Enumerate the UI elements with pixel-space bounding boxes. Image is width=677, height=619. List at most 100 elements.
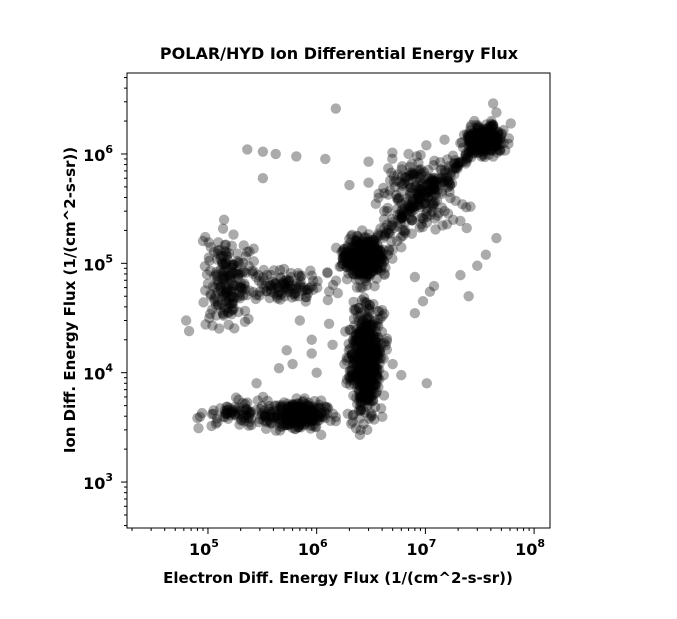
data-point (254, 290, 265, 301)
data-point (358, 351, 369, 363)
data-point (354, 252, 366, 263)
data-point (202, 278, 214, 289)
data-point (364, 328, 376, 340)
data-point (200, 231, 211, 243)
data-point (369, 366, 380, 378)
data-point (362, 388, 374, 399)
data-point (222, 307, 233, 318)
data-point (422, 187, 433, 198)
data-point (282, 277, 294, 289)
data-point (320, 412, 331, 424)
data-point (415, 149, 426, 161)
data-point (396, 186, 407, 197)
data-point (298, 282, 310, 293)
data-point (364, 413, 375, 424)
data-point (322, 294, 334, 306)
data-point (219, 411, 231, 423)
x-axis: 105 106 107 108 (131, 528, 545, 559)
data-point (242, 144, 253, 155)
data-point (293, 421, 304, 433)
data-point (265, 283, 276, 295)
data-point (297, 408, 308, 419)
data-point (417, 296, 429, 307)
data-point (363, 249, 374, 261)
data-point (281, 404, 292, 415)
data-point (473, 124, 485, 136)
data-point (376, 352, 387, 364)
data-point (302, 413, 314, 424)
data-point (366, 371, 377, 383)
data-point (364, 350, 375, 362)
data-point (270, 400, 282, 411)
data-point (352, 248, 363, 259)
data-point (369, 352, 380, 363)
data-point (488, 139, 499, 150)
data-point (492, 127, 504, 138)
data-point (217, 267, 228, 278)
data-point (300, 410, 311, 422)
data-point (338, 244, 349, 255)
data-point (241, 289, 252, 301)
data-point (490, 137, 502, 149)
data-point (357, 249, 368, 260)
data-point (405, 203, 416, 215)
data-point (279, 279, 290, 290)
data-point (499, 145, 511, 156)
data-point (346, 364, 358, 376)
data-point (363, 355, 375, 366)
data-point (480, 130, 491, 142)
data-point (362, 389, 374, 400)
data-point (260, 285, 272, 297)
data-point (360, 345, 371, 356)
data-point (362, 355, 374, 367)
data-point (464, 134, 475, 146)
data-point (357, 266, 368, 278)
data-point (367, 368, 378, 380)
data-point (205, 308, 216, 320)
data-point (358, 250, 369, 261)
data-point (405, 182, 417, 194)
data-point (289, 287, 301, 299)
data-point (234, 257, 245, 269)
data-point (346, 256, 357, 267)
data-point (237, 267, 248, 278)
data-point (360, 251, 372, 262)
data-point (355, 243, 367, 255)
data-point (372, 317, 383, 329)
data-point (268, 265, 280, 276)
data-point (359, 254, 370, 266)
data-point (349, 247, 361, 258)
data-point (344, 252, 355, 264)
data-point (364, 252, 376, 264)
data-point (371, 347, 382, 358)
data-point (493, 140, 504, 151)
data-point (354, 265, 365, 277)
data-point (278, 263, 290, 275)
data-point (374, 249, 385, 261)
data-point (362, 251, 373, 263)
data-point (341, 247, 353, 258)
data-point (357, 245, 369, 257)
data-point (444, 178, 455, 189)
data-point (285, 271, 297, 283)
data-point (347, 416, 358, 428)
data-point (366, 265, 377, 277)
data-point (282, 398, 293, 409)
data-point (289, 288, 301, 299)
data-point (275, 289, 287, 300)
data-point (505, 118, 516, 129)
data-point (361, 258, 372, 270)
data-point (248, 266, 259, 277)
data-point (359, 351, 370, 362)
data-point (232, 292, 243, 303)
data-point (306, 270, 318, 281)
data-point (359, 347, 371, 358)
data-point (230, 408, 241, 419)
data-point (350, 329, 362, 340)
data-point (312, 409, 324, 421)
data-point (366, 353, 377, 365)
data-point (337, 255, 349, 266)
data-point (361, 393, 372, 404)
data-point (358, 328, 369, 340)
data-point (281, 415, 292, 426)
